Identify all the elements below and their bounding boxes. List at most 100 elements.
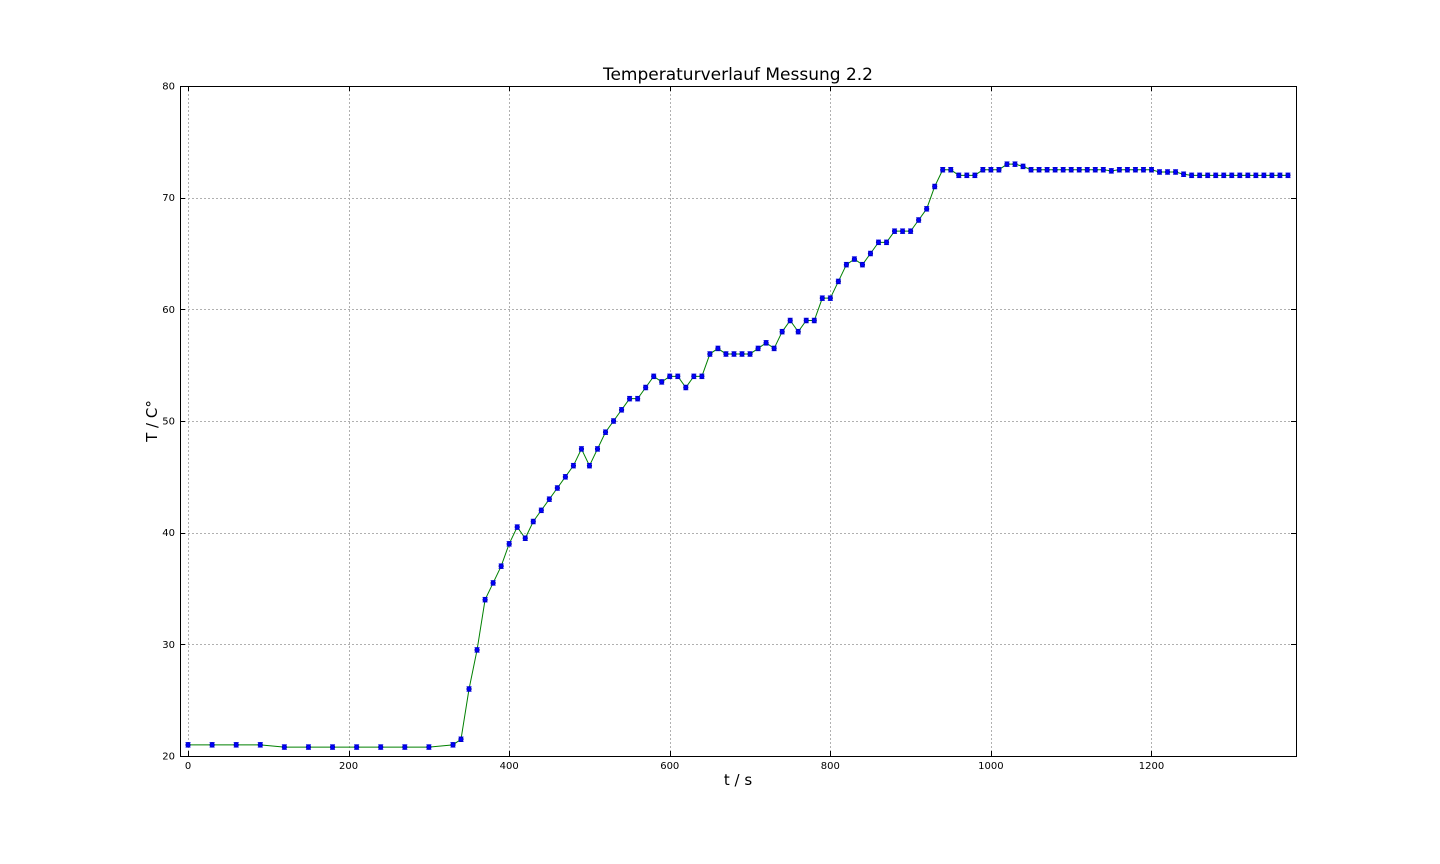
data-point — [450, 742, 456, 748]
data-point — [506, 541, 512, 547]
data-point — [1076, 167, 1082, 173]
data-point — [426, 744, 432, 750]
data-point — [875, 239, 882, 245]
data-point — [651, 373, 657, 379]
y-axis-label: T / C° — [143, 400, 161, 443]
data-point — [635, 396, 641, 402]
data-point — [707, 351, 713, 357]
data-point — [1277, 172, 1283, 178]
data-point — [948, 167, 954, 173]
data-point — [1116, 167, 1122, 173]
data-point — [851, 256, 858, 262]
data-point — [1221, 172, 1227, 178]
data-point — [578, 446, 585, 452]
data-point — [691, 373, 697, 379]
data-point — [627, 396, 633, 402]
data-point — [562, 474, 568, 480]
y-tick-label: 30 — [162, 640, 175, 651]
y-tick-label: 60 — [162, 305, 175, 316]
chart-title: Temperaturverlauf Messung 2.2 — [602, 65, 873, 85]
data-point — [1148, 167, 1155, 173]
data-point — [643, 384, 649, 391]
data-point — [675, 373, 681, 379]
data-point — [1052, 167, 1058, 173]
x-tick-label: 200 — [339, 761, 358, 772]
data-point — [586, 463, 593, 469]
x-axis-label: t / s — [724, 771, 752, 789]
data-point — [1092, 167, 1098, 173]
series-temperature — [185, 161, 1291, 750]
x-tick-label: 400 — [500, 761, 519, 772]
data-point — [1140, 167, 1147, 173]
data-point — [731, 351, 737, 357]
data-point — [1100, 167, 1106, 173]
data-point — [683, 384, 689, 391]
data-point — [723, 351, 729, 357]
data-point — [610, 418, 617, 424]
axis-ticks: 0 200 400 600 800 1000 1200 20 30 40 50 60 70 80 — [162, 82, 1296, 772]
data-point — [570, 463, 577, 469]
data-point — [787, 317, 793, 324]
y-tick-label: 20 — [162, 752, 175, 763]
data-point — [1229, 172, 1235, 178]
data-point — [1020, 163, 1026, 169]
y-tick-label: 50 — [162, 417, 175, 428]
data-point — [835, 278, 841, 285]
data-point — [594, 446, 601, 452]
data-point — [185, 742, 191, 748]
data-point — [482, 597, 488, 603]
data-point — [771, 345, 777, 352]
data-point — [1156, 169, 1163, 175]
data-point — [747, 351, 753, 357]
data-point — [1132, 167, 1139, 173]
data-point — [827, 295, 833, 301]
data-point — [867, 250, 874, 257]
data-point — [1180, 171, 1187, 177]
data-point — [474, 647, 480, 653]
data-point — [329, 744, 336, 750]
data-point — [972, 172, 978, 178]
grid — [180, 86, 1296, 757]
data-point — [883, 239, 890, 245]
data-point — [354, 744, 360, 750]
data-point — [538, 507, 544, 513]
x-tick-label: 0 — [185, 761, 191, 772]
data-point — [602, 429, 609, 435]
x-tick-label: 600 — [660, 761, 679, 772]
data-point — [257, 742, 263, 748]
data-point — [530, 518, 536, 525]
data-point — [490, 580, 496, 586]
data-point — [281, 744, 287, 750]
data-point — [233, 742, 239, 748]
data-point — [739, 351, 745, 357]
data-point — [1004, 161, 1010, 167]
y-tick-label: 70 — [162, 193, 175, 204]
data-point — [1084, 167, 1090, 173]
data-point — [514, 524, 520, 530]
data-point — [940, 167, 946, 173]
data-point — [1245, 172, 1251, 178]
x-tick-label: 800 — [821, 761, 840, 772]
data-point — [859, 262, 866, 268]
data-point — [1164, 169, 1171, 175]
data-point — [908, 228, 914, 234]
data-point — [498, 563, 504, 569]
data-point — [811, 317, 817, 324]
data-point — [458, 736, 464, 742]
data-point — [715, 345, 721, 352]
data-point — [1253, 172, 1259, 178]
data-point — [924, 206, 930, 212]
data-point — [1237, 172, 1243, 178]
y-tick-label: 40 — [162, 528, 175, 539]
data-point — [699, 373, 705, 379]
data-point — [546, 496, 552, 502]
data-point — [305, 744, 312, 750]
data-point — [667, 373, 673, 379]
data-point — [1213, 172, 1219, 178]
data-point — [402, 744, 408, 750]
data-point — [466, 686, 472, 692]
data-point — [1068, 167, 1074, 173]
data-point — [618, 407, 625, 413]
